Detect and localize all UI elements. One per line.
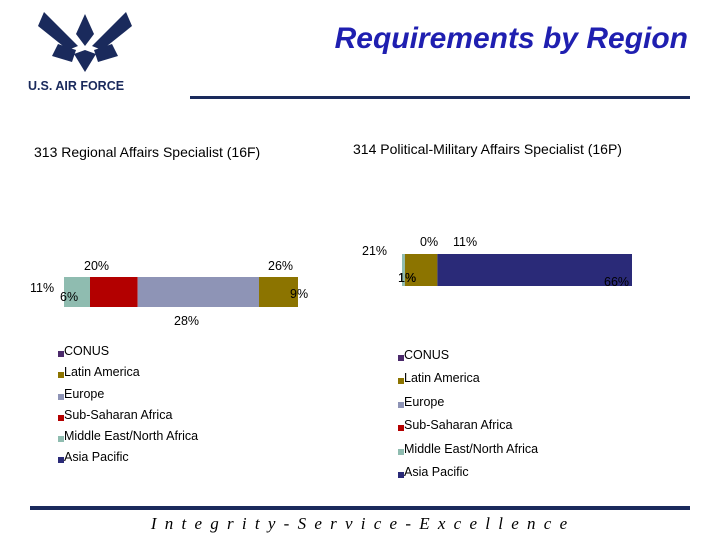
legend-label: Sub-Saharan Africa [404,418,513,433]
bar-segment-middle-east-north-africa [402,254,405,286]
data-label: 20% [84,259,109,273]
legend-swatch [398,425,404,432]
header-divider [190,96,690,99]
legend-label: Europe [64,386,105,401]
legend-label: Latin America [64,365,140,380]
bar-segment-sub-saharan-africa [90,277,138,307]
data-label: 11% [30,281,54,295]
legend-label: CONUS [64,344,110,358]
usaf-logo: U.S. AIR FORCE [28,12,132,93]
legend-swatch [58,372,64,379]
data-label: 1% [398,271,416,285]
data-label: 11% [453,235,477,249]
bar-segment-middle-east-north-africa [64,277,90,307]
data-label: 0% [420,235,438,249]
data-label: 1% [398,271,416,285]
legend-swatch [398,378,404,385]
legend-swatch [398,355,404,361]
data-label: 21% [362,244,387,258]
legend-swatch [398,401,404,408]
bar-segment-latin-america [259,277,298,307]
data-label: 26% [268,259,293,273]
legend-label: Sub-Saharan Africa [64,407,173,422]
logo-text: U.S. AIR FORCE [28,79,124,93]
chart-16p: 21%0%1%11%1% 66% [362,235,632,289]
data-label: 9% [290,287,308,301]
chart-title-16f: 313 Regional Affairs Specialist (16F) [34,144,261,160]
legend-label: Middle East/North Africa [404,441,539,456]
bar-segment-latin-america [404,254,438,286]
data-label: 28% [174,314,199,328]
footer-motto: I n t e g r i t y - S e r v i c e - E x … [150,514,570,533]
bar-segment-asia-pacific [437,254,632,286]
legend-swatch [58,414,64,421]
legend-swatch [58,436,64,443]
legend-swatch [398,471,404,478]
legend-label: CONUS [404,348,450,362]
chart-title-16p: 314 Political-Military Affairs Specialis… [353,141,622,157]
legend-label: Europe [404,394,445,409]
bar-segment-europe [137,277,259,307]
legend-label: Latin America [404,371,480,386]
legend-swatch [58,351,64,357]
footer-divider [30,506,690,510]
page-title: Requirements by Region [334,22,688,55]
chart-16f: 20% 11% 6% 28% 26% 9% [30,259,308,328]
legend-swatch [58,393,64,400]
legend-label: Asia Pacific [404,464,469,479]
legend-label: Asia Pacific [64,450,129,465]
legend-label: Middle East/North Africa [64,429,199,444]
data-label: 6% [60,290,78,304]
legend-swatch [58,457,64,464]
data-label: 66% [604,275,629,289]
legend-swatch [398,448,404,455]
